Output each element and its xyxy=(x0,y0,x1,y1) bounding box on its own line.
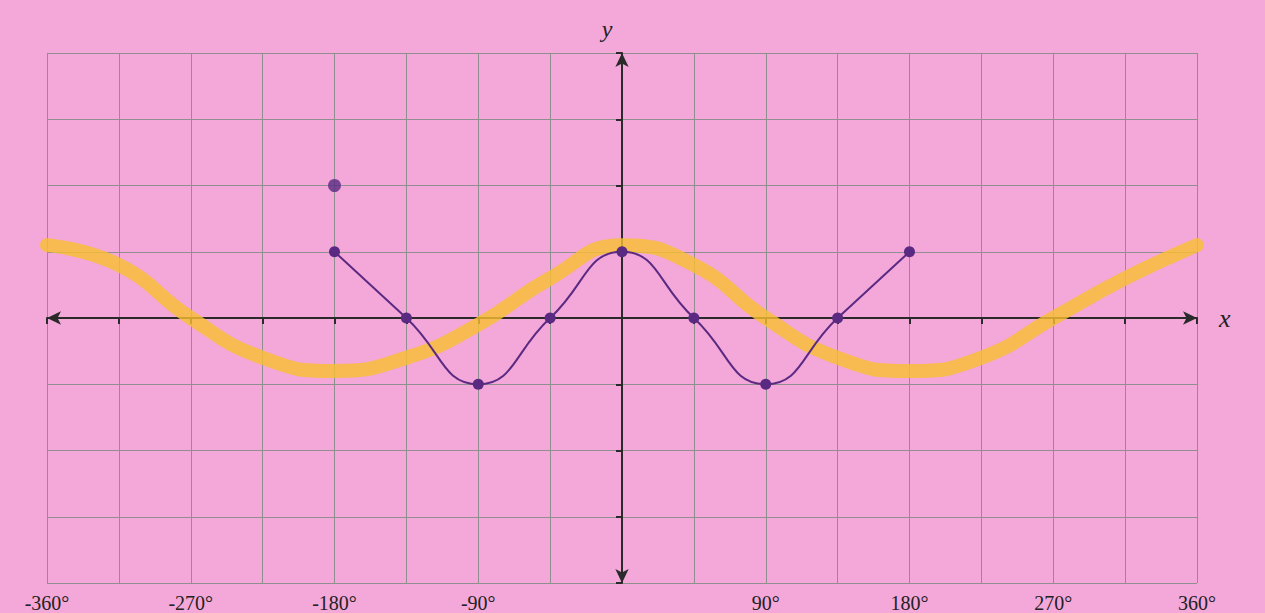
svg-text:-180°: -180° xyxy=(312,592,357,613)
svg-text:180°: 180° xyxy=(891,592,929,613)
svg-text:-90°: -90° xyxy=(461,592,496,613)
svg-text:90°: 90° xyxy=(752,592,780,613)
svg-text:x: x xyxy=(1218,304,1231,333)
svg-text:360°: 360° xyxy=(1178,592,1216,613)
svg-text:-360°: -360° xyxy=(25,592,70,613)
svg-text:y: y xyxy=(600,16,613,42)
svg-text:-270°: -270° xyxy=(168,592,213,613)
svg-text:270°: 270° xyxy=(1034,592,1072,613)
